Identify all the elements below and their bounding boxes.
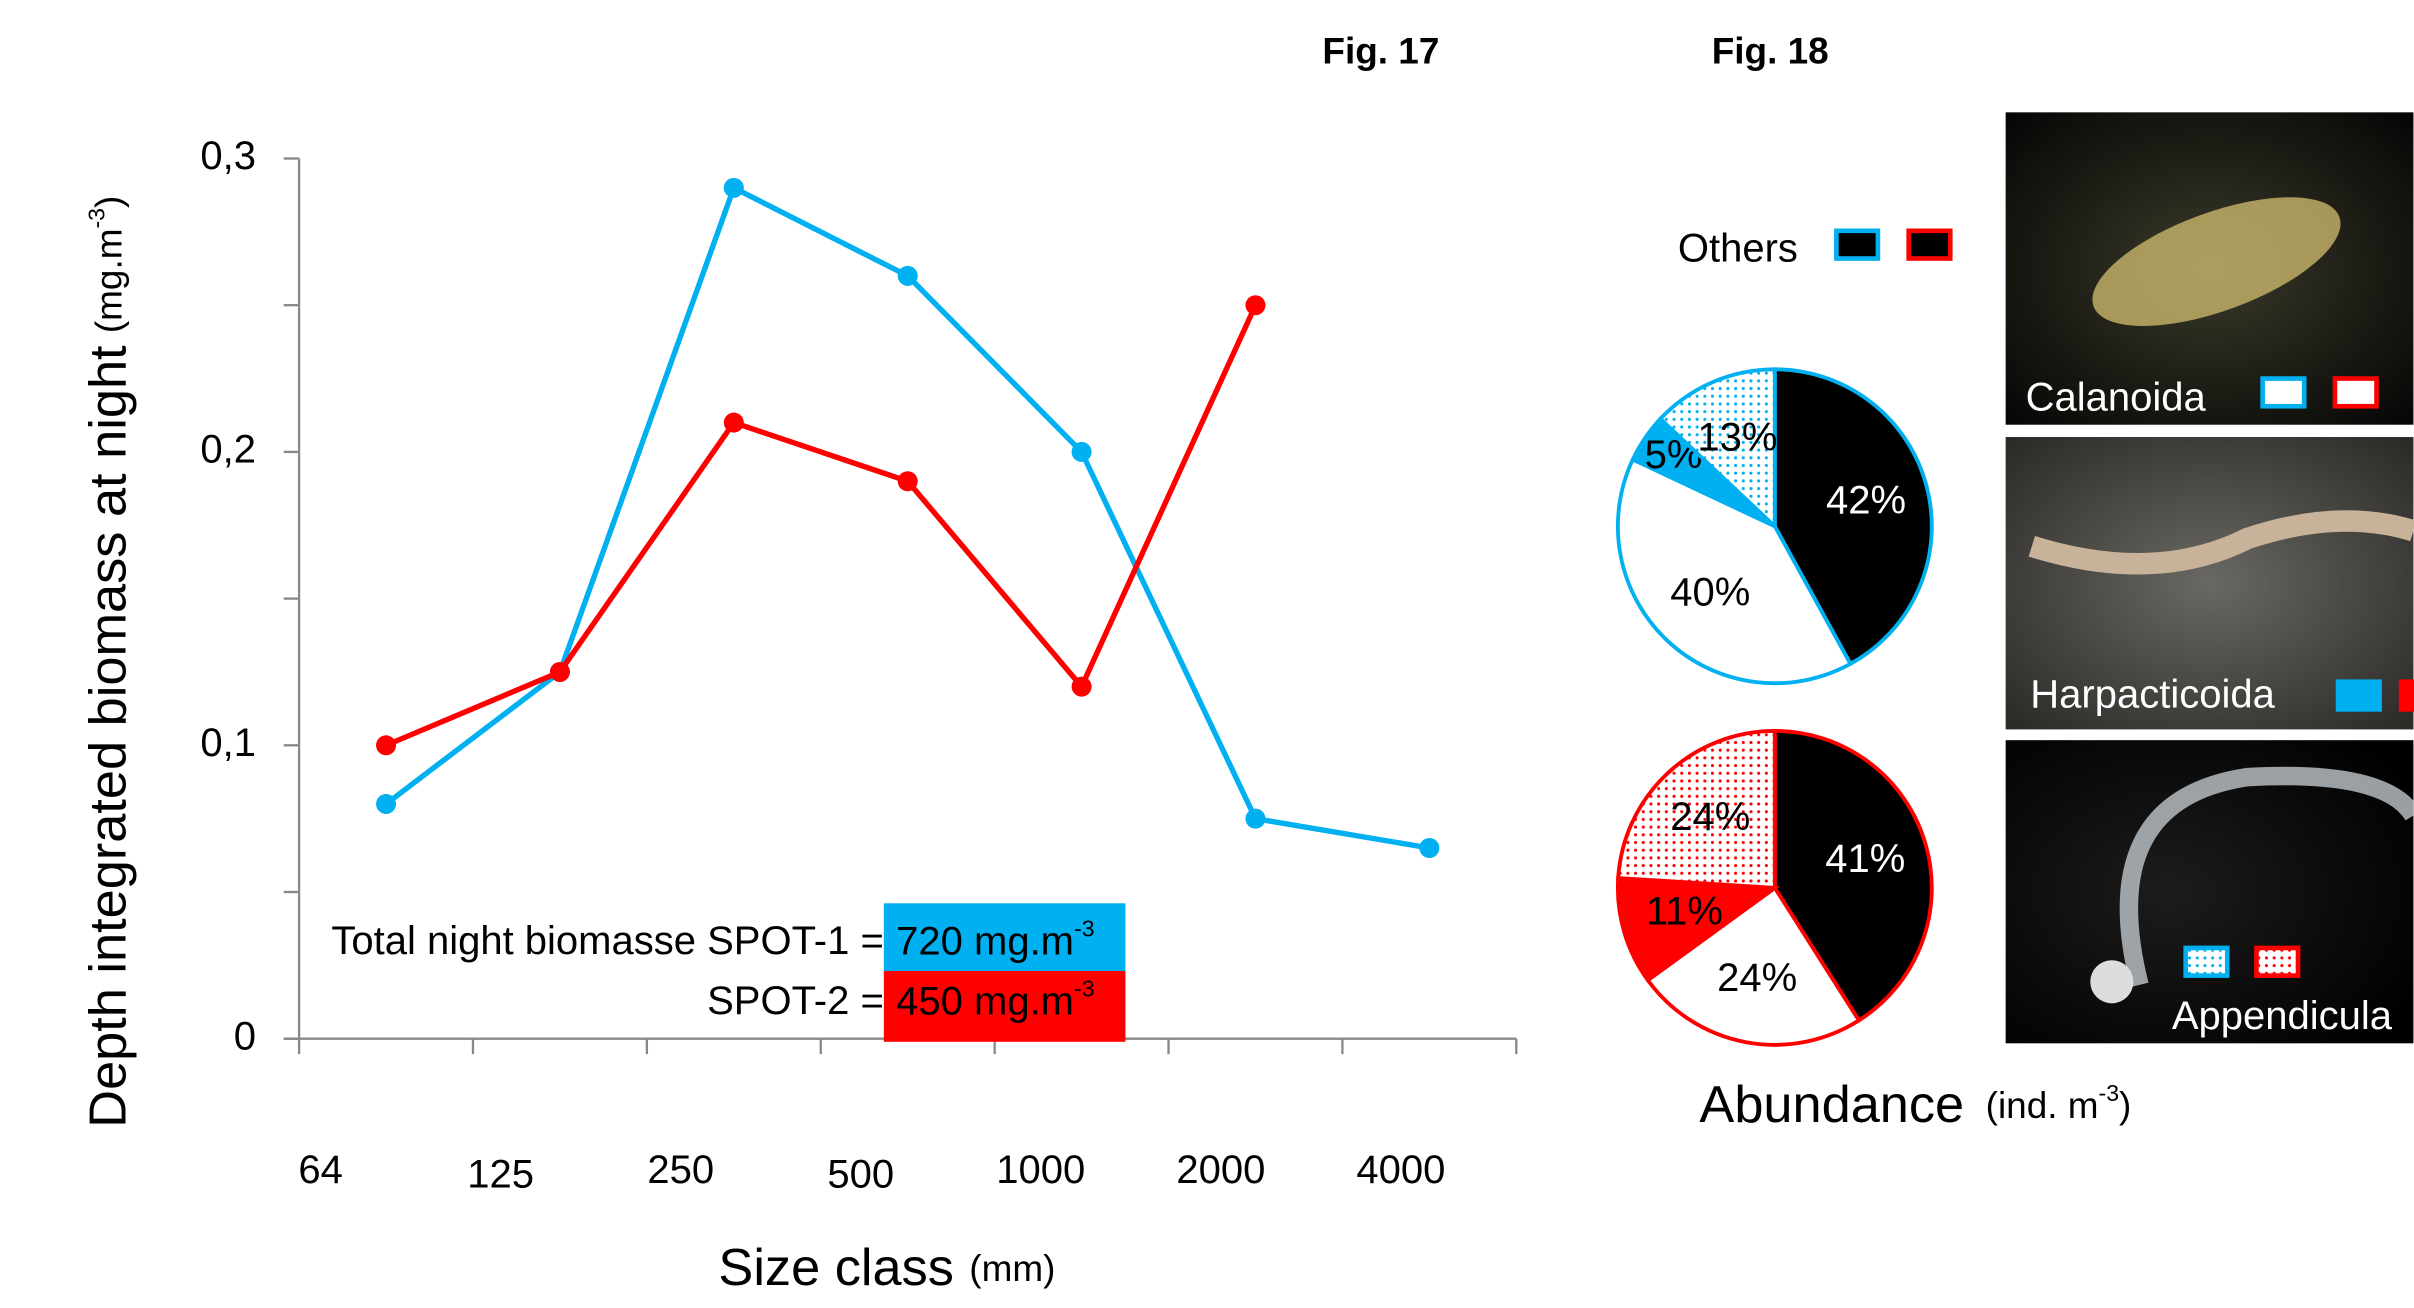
legend-swatch — [2398, 679, 2414, 712]
legend: Others Calanoida Harpacticoida Appendicula A… — [1678, 226, 2414, 1134]
text-part: -3 — [83, 208, 109, 229]
slice-label: 41% — [1825, 837, 1905, 881]
series-line — [384, 304, 1258, 748]
data-point — [897, 471, 918, 492]
data-point — [1245, 808, 1266, 829]
text-part: Size class — [718, 1239, 953, 1297]
x-axis-title: Size class (mm) — [718, 1239, 1055, 1297]
legend-swatch — [2335, 679, 2382, 712]
x-tick-label: 2000 — [1176, 1148, 1265, 1192]
photo-specimen — [2092, 197, 2341, 326]
pie-slice — [1616, 729, 1777, 890]
slice-label: 40% — [1670, 570, 1750, 614]
legend-swatch — [2183, 945, 2230, 978]
annotation-value: 720 mg.m-3 — [896, 915, 1094, 962]
x-tick-label: 250 — [647, 1148, 714, 1192]
data-point — [1245, 295, 1266, 316]
data-point — [376, 735, 397, 756]
y-tick-label: 0 — [234, 1014, 256, 1058]
x-tick-label: 64 — [298, 1148, 343, 1192]
pie-slice — [1657, 367, 1777, 531]
slice-label: 42% — [1826, 478, 1906, 522]
text-part: ) — [2119, 1085, 2131, 1126]
annotation-text: Total night biomasse SPOT-1 = — [331, 919, 884, 963]
y-tick-label: 0,2 — [200, 427, 256, 471]
x-tick-label: 4000 — [1356, 1148, 1445, 1192]
x-tick-label: 1000 — [996, 1148, 1085, 1192]
text-part: ) — [88, 196, 129, 208]
figure-label: Fig. 18 — [1712, 31, 1829, 72]
legend-swatch — [1834, 228, 1881, 261]
x-tick-label: 125 — [467, 1153, 534, 1197]
slice-label: 13% — [1697, 415, 1777, 459]
legend-swatch — [2332, 376, 2379, 409]
pie-slice — [1645, 885, 1862, 1047]
data-point — [1419, 837, 1440, 858]
photo-label: Harpacticoida — [2030, 673, 2275, 717]
text-part: Depth integrated biomass at night — [79, 345, 137, 1128]
y-tick-label: 0,3 — [200, 134, 256, 178]
text-part: (ind. m — [1986, 1085, 2099, 1126]
data-point — [1071, 676, 1092, 697]
photo-specimen — [2119, 766, 2414, 988]
text-part: -3 — [1074, 975, 1095, 1001]
annotation-text: SPOT-2 = — [707, 979, 884, 1023]
pie-slice — [1772, 367, 1934, 667]
pie-slice — [1615, 456, 1854, 686]
text-part: Abundance — [1699, 1076, 1964, 1134]
photo-label: Calanoida — [2026, 376, 2207, 420]
text-part: 450 mg.m — [896, 979, 1074, 1023]
text-part: 720 mg.m — [896, 919, 1074, 963]
annotation-box — [883, 970, 1126, 1042]
x-tick-label: 500 — [827, 1153, 894, 1197]
series-line — [384, 184, 1430, 851]
data-point — [723, 177, 744, 198]
data-point — [723, 412, 744, 433]
legend-label: Others — [1678, 226, 1798, 270]
data-point — [1071, 441, 1092, 462]
slice-label: 24% — [1717, 956, 1797, 1000]
legend-swatch — [2254, 945, 2301, 978]
slice-label: 24% — [1670, 795, 1750, 839]
photo-label: Appendicula — [2172, 994, 2393, 1038]
photo-specimen — [2090, 960, 2134, 1004]
text-part: -3 — [2099, 1080, 2120, 1106]
pie-axis-title: Abundance (ind. m-3) — [1699, 1076, 2131, 1134]
text-part: -3 — [1074, 915, 1095, 941]
data-point — [549, 661, 570, 682]
figure-label: Fig. 17 — [1322, 31, 1439, 72]
annotation-value: 450 mg.m-3 — [896, 975, 1094, 1022]
data-point — [897, 265, 918, 286]
y-tick-label: 0,1 — [200, 721, 256, 765]
annotation-box — [883, 903, 1126, 971]
text-part: (mm) — [969, 1248, 1055, 1289]
text-part: (mg.m — [88, 229, 129, 334]
data-point — [376, 793, 397, 814]
slice-label: 11% — [1646, 890, 1723, 934]
legend-swatch — [1906, 228, 1953, 261]
legend-swatch — [2260, 376, 2307, 409]
pie-slice — [1615, 876, 1781, 983]
y-axis-title: Depth integrated biomass at night (mg.m-3… — [79, 196, 137, 1128]
photo-specimen — [2028, 510, 2414, 575]
